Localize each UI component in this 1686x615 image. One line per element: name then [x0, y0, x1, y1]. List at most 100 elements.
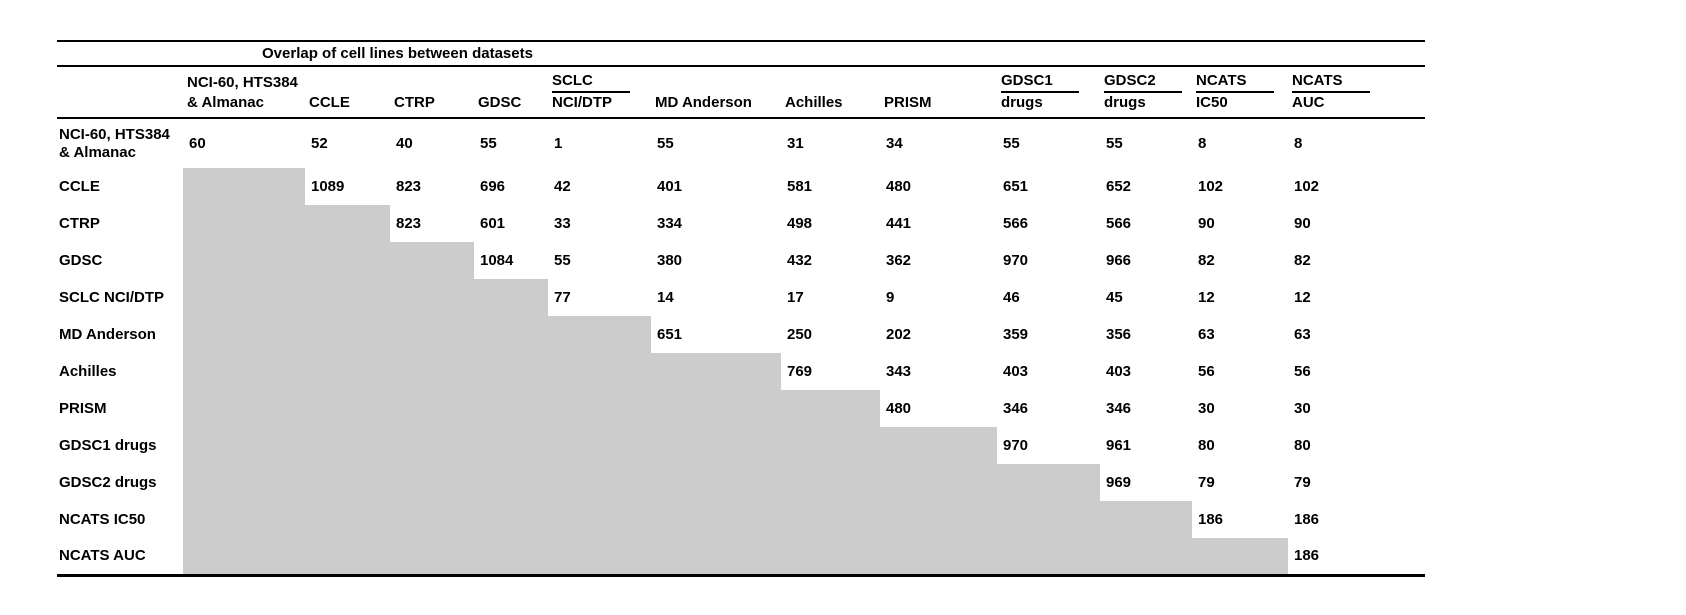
- column-header-line2: GDSC: [478, 94, 522, 111]
- table-body: NCI-60, HTS384 & Almanac 60 52 40 55 1 55 31 34 55…: [57, 118, 1426, 577]
- data-cell: 823: [396, 215, 422, 232]
- data-cell: 581: [787, 178, 813, 195]
- data-cell: 403: [1003, 363, 1029, 380]
- data-cell: 186: [1288, 538, 1426, 577]
- shaded-cell: [997, 501, 1100, 538]
- shaded-cell: [548, 501, 651, 538]
- shaded-cell: [548, 538, 651, 577]
- table-row: Achilles 769 343 403 403 56 56: [57, 353, 1425, 390]
- shaded-cell: [781, 501, 880, 538]
- row-label: NCATS IC50: [57, 501, 183, 538]
- shaded-cell: [390, 353, 474, 390]
- column-header-line2: CCLE: [309, 94, 350, 111]
- data-cell: 90: [1294, 215, 1311, 232]
- data-cell: 42: [554, 178, 571, 195]
- row-label-line: GDSC: [59, 251, 103, 269]
- data-cell: 79: [1294, 474, 1311, 491]
- column-header-line2: drugs: [1104, 94, 1146, 111]
- shaded-cell: [390, 390, 474, 427]
- data-cell: 356: [1106, 326, 1132, 343]
- shaded-cell: [880, 464, 997, 501]
- data-cell: 970: [1003, 252, 1029, 269]
- shaded-cell: [997, 538, 1100, 577]
- overlap-table: Overlap of cell lines between datasets N…: [57, 40, 1426, 577]
- column-header-line2: PRISM: [884, 94, 932, 111]
- data-cell: 55: [657, 135, 674, 152]
- shaded-cell: [183, 242, 305, 279]
- shaded-cell: [474, 353, 548, 390]
- row-label: NCATS AUC: [57, 538, 183, 577]
- column-header: MD Anderson: [651, 66, 781, 119]
- shaded-cell: [183, 168, 305, 205]
- shaded-cell: [390, 242, 474, 279]
- shaded-cell: [1100, 538, 1192, 577]
- title-row: Overlap of cell lines between datasets: [57, 40, 1426, 67]
- data-cell: 82: [1294, 252, 1311, 269]
- row-label-line: NCATS IC50: [59, 510, 146, 528]
- data-cell: 17: [787, 289, 804, 306]
- column-header-line2: Achilles: [785, 94, 843, 111]
- data-cell: 55: [554, 252, 571, 269]
- shaded-cell: [390, 427, 474, 464]
- data-cell: 9: [886, 289, 895, 306]
- data-cell: 102: [1294, 178, 1320, 195]
- shaded-cell: [474, 279, 548, 316]
- column-header: GDSC1 drugs: [997, 66, 1100, 119]
- shaded-cell: [305, 427, 390, 464]
- column-header-line2: AUC: [1292, 94, 1325, 111]
- shaded-cell: [1100, 501, 1192, 538]
- row-label: Achilles: [57, 353, 183, 390]
- row-label: CCLE: [57, 168, 183, 205]
- row-label: GDSC2 drugs: [57, 464, 183, 501]
- data-cell: 823: [396, 178, 422, 195]
- data-cell: 55: [1106, 135, 1123, 152]
- table-title: Overlap of cell lines between datasets: [262, 45, 533, 62]
- data-cell: 90: [1198, 215, 1215, 232]
- data-cell: 8: [1294, 135, 1303, 152]
- data-cell: 432: [787, 252, 813, 269]
- shaded-cell: [305, 538, 390, 577]
- data-cell: 30: [1198, 400, 1215, 417]
- table-row: CCLE 1089 823 696 42 401 581 480 651 652 102 102: [57, 168, 1425, 205]
- shaded-cell: [390, 279, 474, 316]
- data-cell: 969: [1106, 474, 1132, 491]
- column-header: Achilles: [781, 66, 880, 119]
- shaded-cell: [781, 390, 880, 427]
- table-row: PRISM 480 346 346 30 30: [57, 390, 1425, 427]
- shaded-cell: [781, 427, 880, 464]
- shaded-cell: [651, 464, 781, 501]
- row-label: NCI-60, HTS384 & Almanac: [57, 118, 183, 168]
- shaded-cell: [548, 464, 651, 501]
- column-header-line1: GDSC1: [1001, 71, 1079, 93]
- data-cell: 63: [1198, 326, 1215, 343]
- shaded-cell: [474, 464, 548, 501]
- data-cell: 102: [1198, 178, 1224, 195]
- data-cell: 1089: [311, 178, 345, 195]
- data-cell: 55: [480, 135, 497, 152]
- data-cell: 961: [1106, 437, 1132, 454]
- shaded-cell: [390, 538, 474, 577]
- table-row: NCI-60, HTS384 & Almanac 60 52 40 55 1 55 31 34 55…: [57, 118, 1425, 168]
- column-header-line1: [309, 73, 390, 93]
- data-cell: 970: [1003, 437, 1029, 454]
- shaded-cell: [474, 538, 548, 577]
- table-row: CTRP 823 601 33 334 498 441 566 566 90 90: [57, 205, 1425, 242]
- data-cell: 359: [1003, 326, 1029, 343]
- data-cell: 40: [396, 135, 413, 152]
- data-cell: 652: [1106, 178, 1132, 195]
- data-cell: 8: [1198, 135, 1207, 152]
- column-header: SCLC NCI/DTP: [548, 66, 651, 119]
- data-cell: 60: [189, 135, 206, 152]
- data-cell: 63: [1294, 326, 1311, 343]
- data-cell: 33: [554, 215, 571, 232]
- row-label-line: SCLC NCI/DTP: [59, 288, 164, 306]
- shaded-cell: [651, 353, 781, 390]
- data-cell: 77: [554, 289, 571, 306]
- corner-cell: [57, 66, 183, 119]
- data-cell: 79: [1198, 474, 1215, 491]
- data-cell: 401: [657, 178, 683, 195]
- column-header: PRISM: [880, 66, 997, 119]
- row-label-line: CCLE: [59, 177, 100, 195]
- data-cell: 186: [1198, 511, 1224, 528]
- column-header-line1: NCI-60, HTS384: [187, 74, 298, 91]
